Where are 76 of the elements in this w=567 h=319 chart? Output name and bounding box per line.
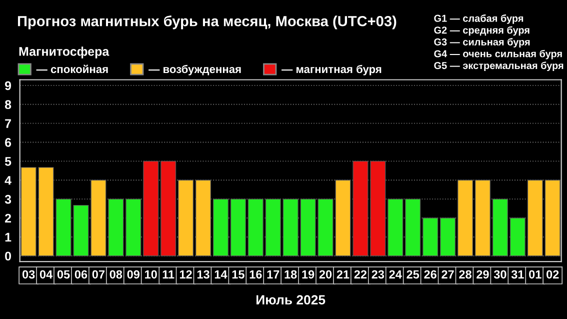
x-axis-title: Июль 2025	[256, 295, 326, 304]
y-tick-label: 1	[5, 232, 12, 242]
bar	[282, 198, 298, 256]
x-tick-label: 25	[406, 270, 420, 279]
x-tick-label: 22	[354, 270, 367, 278]
x-tick-label: 28	[459, 270, 472, 279]
x-tick-label: 10	[145, 270, 157, 279]
x-tick-label: 08	[110, 270, 122, 279]
x-tick-label: 16	[250, 270, 262, 279]
x-tick-label: 04	[40, 270, 53, 279]
bar	[510, 218, 526, 256]
x-tick-label: 23	[372, 270, 384, 279]
x-tick-label: 17	[267, 270, 280, 278]
legend-label: — возбужденная	[148, 64, 241, 76]
bar	[544, 180, 560, 256]
x-tick-label: 26	[424, 270, 436, 279]
x-tick-label: 20	[319, 270, 332, 279]
bar	[143, 160, 159, 256]
bar	[440, 218, 456, 256]
x-tick-label: 05	[57, 270, 70, 279]
x-tick-label: 07	[92, 270, 104, 279]
bar	[178, 180, 194, 256]
y-tick-label: 6	[5, 138, 12, 147]
bar	[405, 198, 421, 256]
legend-label: — магнитная буря	[282, 64, 382, 76]
x-tick-label: 21	[336, 270, 350, 278]
y-tick-label: 8	[4, 100, 12, 110]
y-tick-label: 4	[4, 176, 12, 185]
x-tick-label: 30	[494, 270, 506, 279]
y-tick-label: 9	[4, 81, 12, 90]
legend-title: Магнитосфера	[19, 46, 110, 58]
y-tick-label: 7	[5, 119, 11, 128]
legend-label: — спокойная	[36, 64, 108, 74]
x-tick-label: 02	[546, 270, 559, 279]
x-tick-label: 31	[511, 270, 524, 279]
x-tick-label: 14	[214, 270, 228, 278]
y-tick-label: 0	[5, 252, 11, 261]
y-tick-label: 2	[4, 214, 12, 223]
bar	[300, 198, 316, 256]
bar	[248, 198, 264, 256]
bar	[160, 160, 176, 256]
y-tick-label: 5	[4, 157, 12, 166]
x-tick-label: 12	[180, 270, 192, 278]
bar	[20, 167, 36, 256]
x-tick-label: 11	[162, 270, 174, 278]
bar	[422, 218, 438, 256]
text: G2 — средняя буря	[434, 26, 530, 36]
bar	[212, 198, 228, 256]
text: G3 — сильная буря	[434, 38, 530, 48]
bar	[108, 198, 124, 256]
bar	[370, 160, 386, 256]
text: G1 — слабая буря	[434, 14, 524, 24]
bar	[457, 180, 474, 256]
x-tick-label: 19	[302, 270, 314, 279]
chart-title: Прогноз магнитных бурь на месяц, Москва (UTC+03)	[18, 15, 396, 30]
x-tick-label: 24	[389, 270, 402, 278]
x-tick-label: 09	[127, 270, 140, 279]
bar	[492, 198, 508, 256]
x-tick-label: 18	[284, 270, 297, 279]
bar	[527, 180, 543, 256]
bar	[265, 198, 281, 256]
x-tick-label: 06	[74, 270, 88, 279]
bar	[126, 198, 142, 256]
x-tick-label: 29	[476, 270, 489, 279]
x-tick-label: 15	[232, 270, 244, 279]
x-tick-label: 13	[197, 270, 210, 279]
y-tick-label: 3	[4, 194, 12, 204]
bar	[474, 180, 490, 256]
text: G5 — экстремальная буря	[434, 62, 564, 72]
text: G4 — очень сильная буря	[434, 50, 562, 60]
bar	[230, 198, 246, 256]
x-tick-label: 01	[529, 270, 542, 279]
bar	[195, 180, 212, 256]
x-tick-label: 27	[442, 270, 454, 278]
bar	[388, 198, 404, 256]
x-tick-label: 03	[22, 270, 35, 279]
